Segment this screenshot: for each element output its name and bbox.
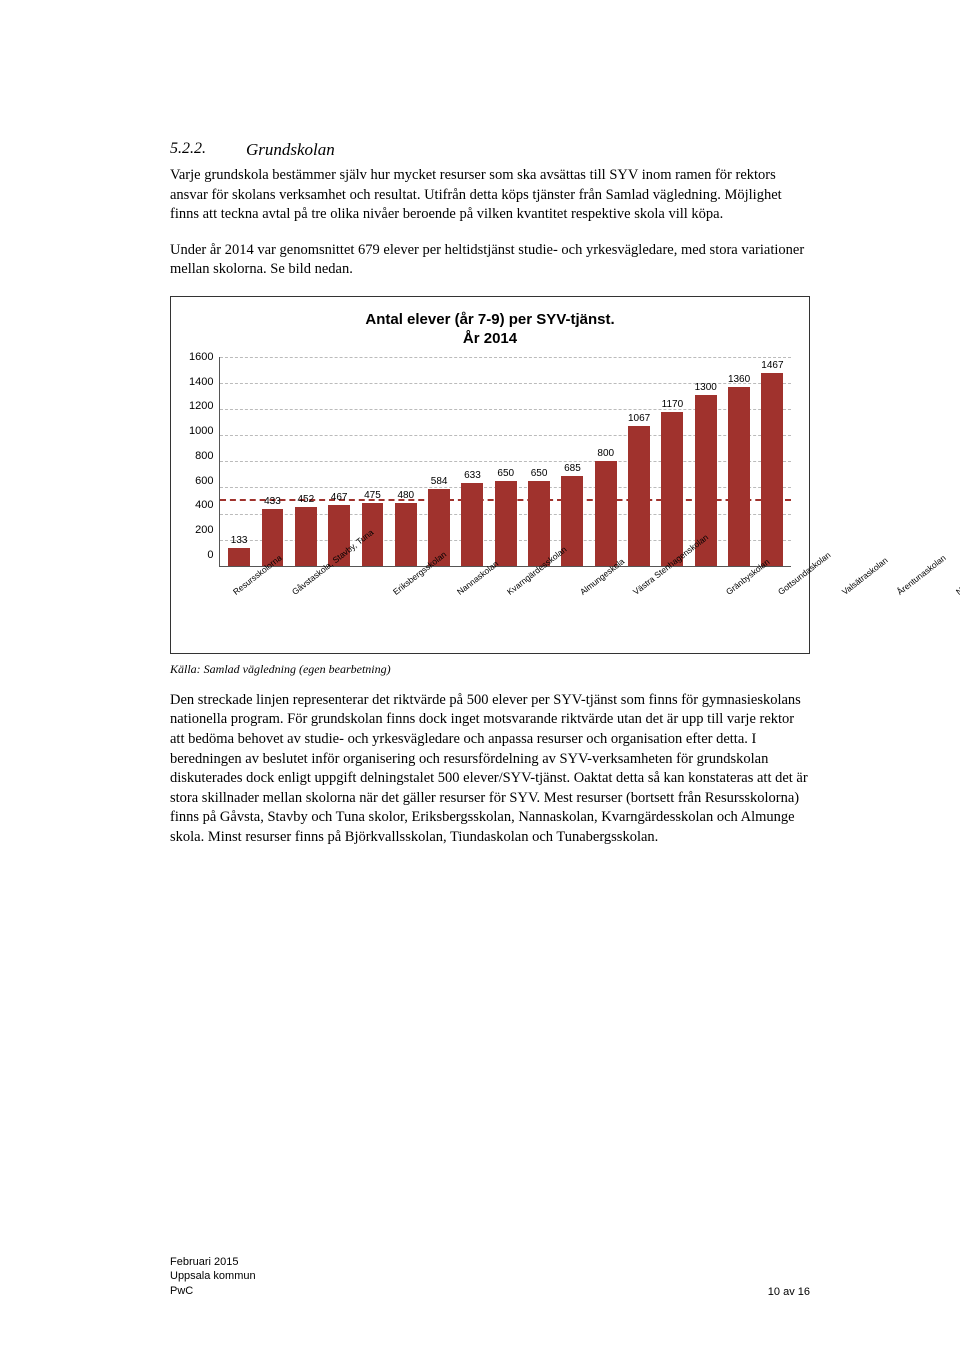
bar-8: 650 [490,481,521,566]
y-tick: 400 [195,499,213,511]
bar-value-label: 1067 [628,413,650,424]
bar-15: 1360 [723,387,754,566]
bar-12: 1067 [623,426,654,566]
bar-rect [495,481,517,566]
bar-7: 633 [457,483,488,566]
bar-value-label: 475 [364,490,381,501]
bar-13: 1170 [657,412,688,566]
y-tick: 1600 [189,351,213,363]
bar-rect [595,461,617,566]
footer-date: Februari 2015 [170,1255,256,1269]
bar-rect [395,503,417,566]
bar-value-label: 584 [431,476,448,487]
bar-value-label: 650 [497,468,514,479]
bar-value-label: 800 [597,448,614,459]
bar-rect [628,426,650,566]
section-title: Grundskolan [246,140,335,160]
bar-value-label: 1467 [761,360,783,371]
y-axis: 0 200 400 600 800 1000 1200 1400 1600 [189,351,219,561]
bar-2: 452 [290,507,321,566]
x-label: Årentunaskolan [895,552,948,596]
x-axis-labels: ResursskolornaGåvstaskola, Stavby, TunaE… [189,571,791,581]
bar-rect [228,548,250,565]
bar-11: 800 [590,461,621,566]
bar-rect [661,412,683,566]
bar-rect [295,507,317,566]
bar-value-label: 467 [331,492,348,503]
paragraph-2: Under år 2014 var genomsnittet 679 eleve… [170,241,810,280]
bar-rect [728,387,750,566]
chart-title: Antal elever (år 7-9) per SYV-tjänst. [189,311,791,328]
y-tick: 1200 [189,400,213,412]
bar-rect [528,481,550,566]
footer-page-number: 10 av 16 [768,1286,810,1298]
chart-caption: Källa: Samlad vägledning (egen bearbetni… [170,662,810,677]
y-tick: 800 [195,450,213,462]
bar-value-label: 685 [564,463,581,474]
bar-value-label: 1170 [662,399,684,410]
bar-value-label: 452 [297,494,314,505]
y-tick: 1400 [189,376,213,388]
x-label: Valsätraskolan [840,555,890,597]
y-tick: 200 [195,524,213,536]
bar-chart-container: Antal elever (år 7-9) per SYV-tjänst. År… [170,296,810,654]
bar-value-label: 633 [464,470,481,481]
footer-firm: PwC [170,1284,256,1298]
bar-value-label: 650 [531,468,548,479]
y-tick: 0 [207,549,213,561]
page-footer: Februari 2015 Uppsala kommun PwC 10 av 1… [170,1255,810,1298]
bar-0: 133 [223,548,254,565]
paragraph-3: Den streckade linjen representerar det r… [170,691,810,848]
y-tick: 600 [195,475,213,487]
bar-16: 1467 [757,373,788,566]
bar-value-label: 133 [231,535,248,546]
y-tick: 1000 [189,425,213,437]
chart-subtitle: År 2014 [189,330,791,347]
x-label: Nya Stordammen [954,548,960,597]
footer-org: Uppsala kommun [170,1269,256,1283]
bar-value-label: 1360 [728,374,750,385]
bar-5: 480 [390,503,421,566]
bar-rect [461,483,483,566]
section-header: 5.2.2. Grundskolan [170,140,810,160]
bar-rect [761,373,783,566]
bar-value-label: 1300 [695,382,717,393]
section-number: 5.2.2. [170,140,206,160]
bar-value-label: 433 [264,496,281,507]
bar-value-label: 480 [397,490,414,501]
paragraph-1: Varje grundskola bestämmer själv hur myc… [170,166,810,225]
